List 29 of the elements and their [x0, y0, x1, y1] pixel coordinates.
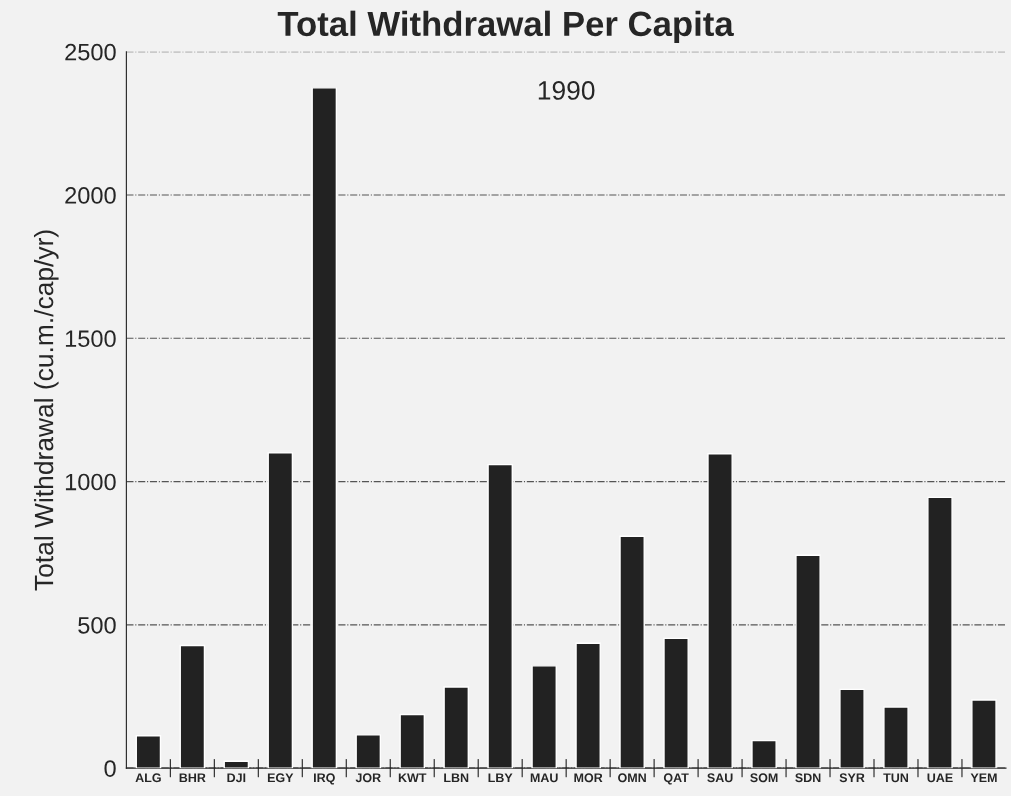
- x-tick-label: LBN: [444, 773, 469, 783]
- x-tick-label: MOR: [574, 773, 603, 783]
- x-tick-label: YEM: [970, 773, 997, 783]
- x-tick-label: MAU: [530, 773, 558, 783]
- y-tick-label: 2000: [65, 187, 116, 204]
- x-tick-label: DJI: [227, 773, 246, 783]
- y-tick-label: 1500: [65, 330, 116, 348]
- x-tick-label: UAE: [927, 773, 953, 783]
- x-tick-label: KWT: [398, 773, 427, 783]
- x-tick-label: ALG: [135, 773, 161, 783]
- y-tick-label: 0: [104, 760, 116, 777]
- chart-title: Total Withdrawal Per Capita: [277, 10, 734, 44]
- x-tick-label: SAU: [707, 773, 733, 783]
- x-tick-label: SDN: [795, 773, 821, 783]
- x-tick-label: IRQ: [314, 773, 335, 785]
- x-tick-label: OMN: [618, 773, 646, 783]
- x-tick-label: BHR: [179, 773, 206, 783]
- x-tick-label: QAT: [663, 773, 689, 785]
- x-tick-label: EGY: [267, 773, 294, 783]
- x-tick-label: SYR: [839, 773, 865, 783]
- text: 1990: [538, 81, 595, 100]
- y-tick-label: 1000: [65, 473, 116, 491]
- x-tick-label: SOM: [750, 773, 778, 783]
- x-tick-label: JOR: [355, 773, 381, 783]
- x-tick-label: TUN: [883, 773, 908, 783]
- y-tick-label: 2500: [65, 43, 116, 61]
- y-axis-title: Total Withdrawal (cu.m./cap/yr): [33, 230, 59, 591]
- y-tick-label: 500: [78, 616, 116, 634]
- x-tick-label: LBY: [488, 773, 513, 783]
